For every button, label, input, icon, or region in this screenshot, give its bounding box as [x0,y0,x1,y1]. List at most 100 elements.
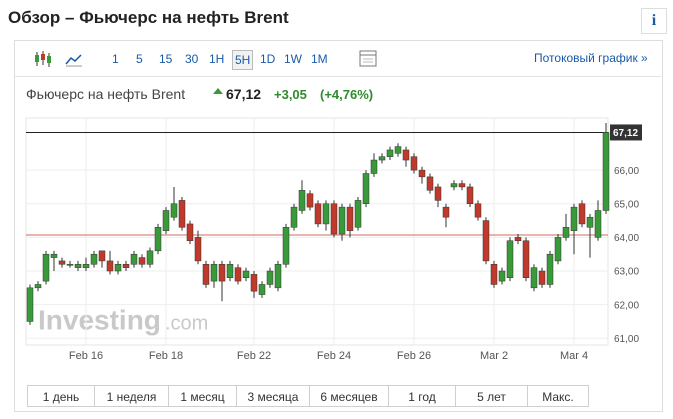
candle-body [570,206,578,231]
watermark-brand: Investing [38,304,161,335]
candle-body [378,156,386,161]
candle-body [90,253,98,265]
last-price-label: 67,12 [613,128,638,139]
price-change-pct: (+4,76%) [320,87,374,102]
candle-body [538,270,546,285]
candle-body [50,253,58,258]
candle-body [226,264,234,278]
candle-body [170,203,178,218]
candle-body [530,267,538,289]
range-button[interactable]: 6 месяцев [309,385,389,407]
candle-body [506,240,514,278]
candle-body [554,237,562,262]
candle-body [98,250,106,262]
candle-body [274,264,282,289]
timeframe-button[interactable]: 1 [112,52,119,66]
candle-body [546,253,554,285]
range-button[interactable]: 1 год [388,385,456,407]
candle-body [202,264,210,285]
candle-body [418,169,426,178]
candle-body [298,190,306,211]
candle-body [594,210,602,238]
x-tick-label: Feb 22 [237,350,271,362]
candle-body [114,264,122,272]
last-price: 67,12 [226,86,262,102]
watermark-domain: .com [165,312,208,334]
range-button[interactable]: 5 лет [455,385,528,407]
candle-body [162,210,170,231]
x-tick-label: Feb 16 [69,350,103,362]
candle-body [186,223,194,241]
range-button[interactable]: Макс. [527,385,589,407]
instrument-name: Фьючерс на нефть Brent [26,86,186,102]
timeframe-button[interactable]: 5H [232,50,254,70]
candle-body [258,284,266,295]
candle-body [402,149,410,161]
candle-body [426,176,434,191]
candle-body [242,270,250,278]
x-tick-label: Mar 2 [480,350,508,362]
candle-body [586,216,594,228]
candle-body [130,253,138,265]
candle-body [250,274,258,292]
x-tick-label: Feb 18 [149,350,183,362]
y-tick-label: 62,00 [614,300,639,311]
toolbar-divider [15,76,661,77]
candle-body [410,156,418,171]
candle-body [290,206,298,228]
candle-body [354,200,362,228]
range-button[interactable]: 1 неделя [94,385,169,407]
widget-frame [14,40,663,412]
candle-body [210,264,218,282]
plot-area [25,117,609,346]
stream-chart-link[interactable]: Потоковый график » [534,51,648,65]
timeframe-button[interactable]: 5 [136,52,143,66]
timeframe-button[interactable]: 30 [185,52,199,66]
candle-body [66,264,74,266]
candle-body [314,203,322,225]
timeframe-button[interactable]: 1M [311,52,328,66]
calendar-icon[interactable] [359,50,377,67]
range-button[interactable]: 1 день [27,385,95,407]
candle-body [58,260,66,265]
candle-body [154,227,162,252]
candle-body [306,193,314,208]
candle-body [602,132,610,211]
candle-body [322,203,330,225]
candle-body [26,287,34,322]
candle-body [138,257,146,265]
candle-body [282,227,290,265]
candle-body [122,264,130,268]
x-tick-label: Mar 4 [560,350,588,362]
timeframe-button[interactable]: 1H [209,52,225,66]
x-tick-label: Feb 26 [397,350,431,362]
candle-body [482,220,490,262]
candle-body [370,159,378,174]
candle-body [330,203,338,235]
candle-body [394,146,402,154]
candle-body [578,203,586,225]
candle-body [82,264,90,268]
x-tick-label: Feb 24 [317,350,351,362]
candle-icon[interactable] [35,51,51,67]
timeframe-button[interactable]: 1D [260,52,276,66]
candle-body [234,267,242,282]
candle-body [178,200,186,228]
range-button[interactable]: 3 месяца [236,385,310,407]
timeframe-button[interactable]: 1W [284,52,302,66]
candle-body [146,250,154,265]
candle-body [218,264,226,282]
candle-body [562,227,570,238]
candle-body [466,186,474,205]
candle-body [338,206,346,235]
timeframe-button[interactable]: 15 [159,52,173,66]
candle-body [106,260,114,272]
last-price-box [610,124,642,141]
candle-body [498,270,506,282]
candle-body [450,183,458,188]
line-icon[interactable] [65,54,82,65]
info-button[interactable]: i [641,8,667,34]
range-button[interactable]: 1 месяц [168,385,237,407]
